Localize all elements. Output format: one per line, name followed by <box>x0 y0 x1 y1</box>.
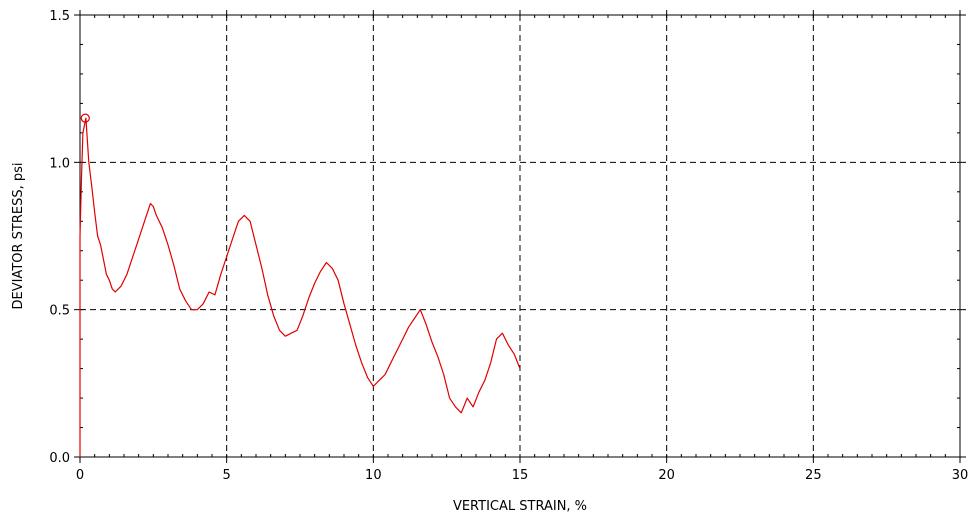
x-tick-label-25: 25 <box>805 468 822 483</box>
peak-marker <box>80 113 90 123</box>
grid-lines <box>80 15 960 457</box>
tick-labels: 0 5 10 15 20 25 30 0.0 0.5 1.0 1.5 <box>49 9 968 483</box>
y-axis-label: DEVIATOR STRESS, psi <box>11 162 26 309</box>
y-tick-label-0.0: 0.0 <box>49 451 70 466</box>
x-tick-label-5: 5 <box>223 468 231 483</box>
x-tick-label-15: 15 <box>512 468 529 483</box>
y-tick-label-1.5: 1.5 <box>49 9 70 24</box>
y-tick-label-0.5: 0.5 <box>49 304 70 319</box>
x-tick-label-30: 30 <box>952 468 969 483</box>
y-tick-label-1.0: 1.0 <box>49 156 70 171</box>
x-tick-label-10: 10 <box>365 468 382 483</box>
x-axis-label: VERTICAL STRAIN, % <box>453 499 587 514</box>
x-tick-label-20: 20 <box>658 468 675 483</box>
series-line-deviator-stress <box>79 117 521 457</box>
x-tick-label-0: 0 <box>76 468 84 483</box>
